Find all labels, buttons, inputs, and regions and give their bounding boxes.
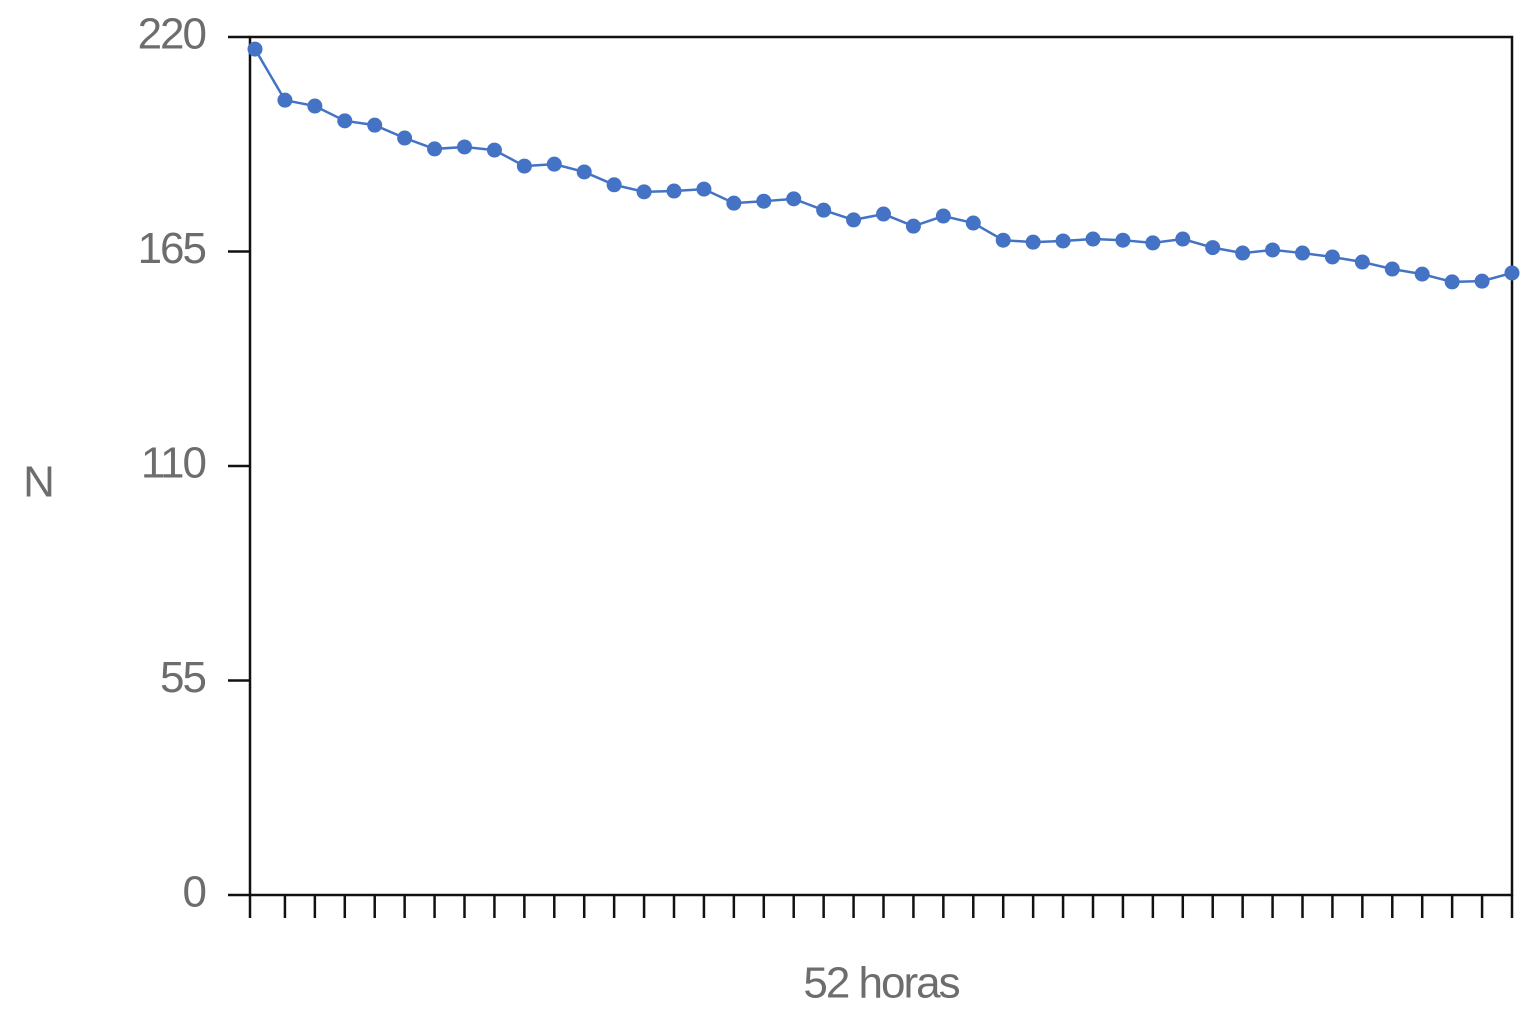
data-point	[786, 191, 802, 207]
data-point	[606, 177, 622, 193]
y-axis-label: N	[23, 458, 53, 507]
y-tick-label: 110	[141, 439, 206, 488]
data-point	[1235, 245, 1251, 261]
data-point	[816, 202, 832, 218]
data-point	[965, 215, 981, 231]
data-point	[995, 232, 1011, 248]
data-point	[1384, 261, 1400, 277]
data-point	[1295, 245, 1310, 261]
data-point	[1085, 231, 1101, 247]
data-point	[1025, 234, 1041, 250]
data-point	[247, 41, 263, 57]
x-axis-label: 52 horas	[803, 959, 959, 1008]
data-point	[277, 92, 293, 108]
data-point	[666, 183, 682, 199]
y-tick-label: 0	[183, 868, 206, 917]
data-point	[1145, 235, 1161, 251]
data-point	[397, 130, 413, 146]
data-point	[576, 164, 592, 180]
data-point	[516, 158, 532, 174]
data-point	[1354, 254, 1370, 270]
data-point	[1414, 266, 1430, 282]
data-point	[905, 218, 921, 234]
data-point	[1474, 273, 1490, 289]
data-point	[1444, 274, 1460, 290]
plot-frame	[248, 35, 1514, 897]
data-point	[427, 141, 443, 157]
data-point	[636, 184, 652, 200]
data-point	[1265, 242, 1281, 258]
data-point	[876, 206, 891, 222]
data-point	[756, 193, 772, 209]
data-point	[1115, 232, 1131, 248]
data-point	[337, 113, 353, 129]
data-point	[1205, 240, 1221, 256]
data-point	[935, 208, 951, 224]
data-point	[1504, 265, 1520, 281]
data-point	[546, 156, 562, 172]
data-point	[846, 212, 862, 228]
data-point	[1055, 233, 1071, 249]
data-point	[486, 142, 502, 158]
y-tick-label: 165	[138, 224, 206, 273]
data-point	[726, 195, 742, 211]
data-point	[696, 181, 712, 197]
series-line	[253, 48, 1513, 284]
y-tick-label: 220	[138, 10, 206, 59]
data-point	[457, 139, 472, 155]
data-point	[1175, 231, 1191, 247]
data-point	[307, 98, 323, 114]
data-point	[1324, 249, 1340, 265]
y-tick-label: 55	[160, 653, 205, 702]
data-point	[367, 117, 383, 133]
